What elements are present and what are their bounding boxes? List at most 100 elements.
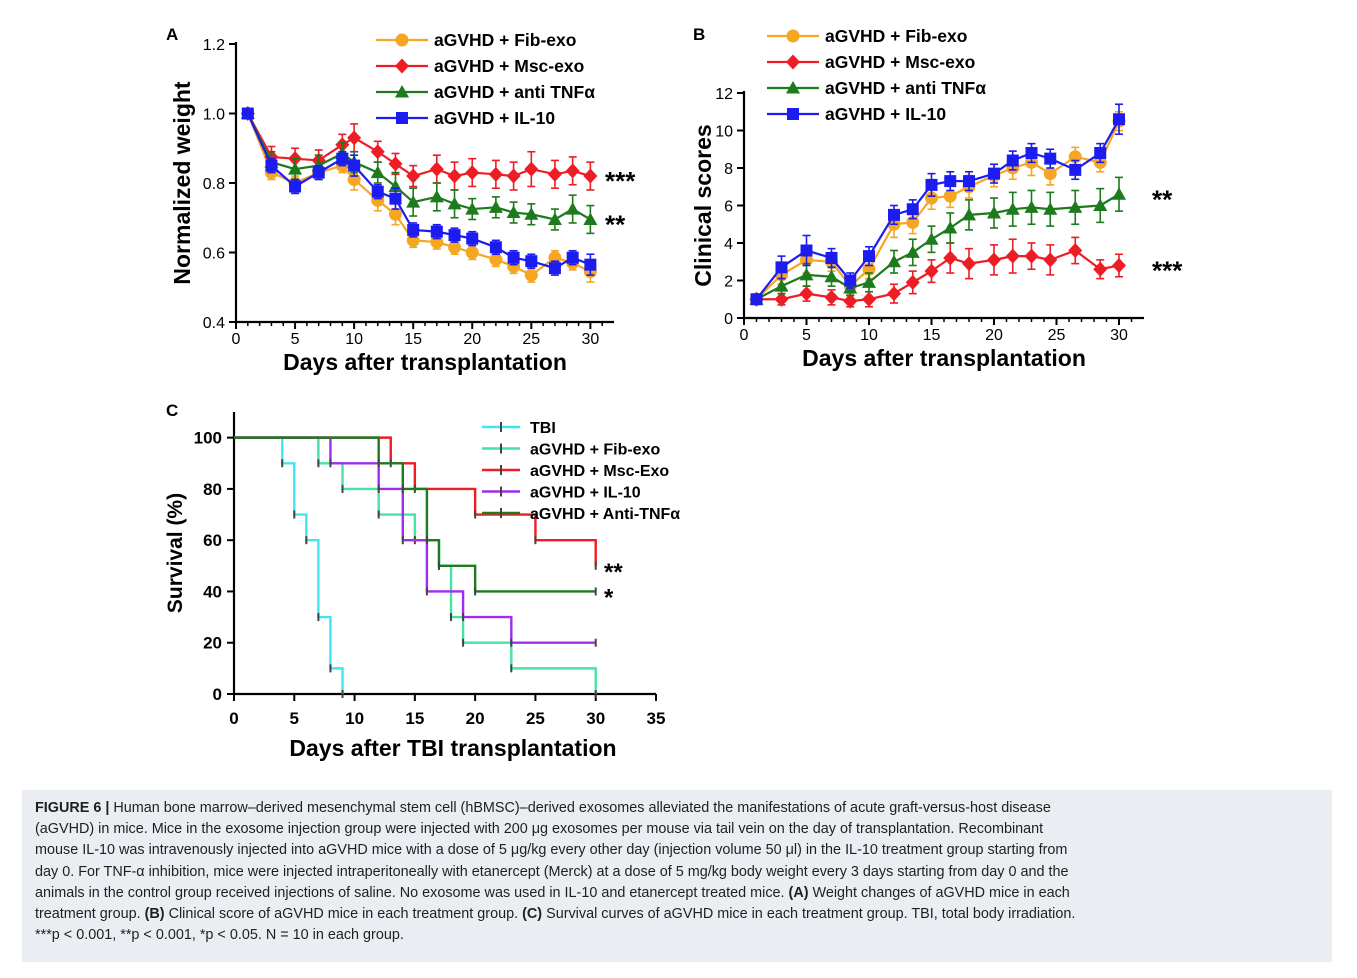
panel-a-x-tick-label: 30 — [581, 331, 599, 348]
panel-a-legend-marker — [396, 112, 408, 124]
panel-b-data-point — [1068, 243, 1083, 258]
panel-b-data-point — [987, 252, 1001, 268]
panel-a-legend-label-2: aGVHD + anti TNFα — [434, 82, 595, 102]
panel-b-x-tick-label: 30 — [1110, 327, 1128, 344]
caption-line-7: ***p < 0.001, **p < 0.001, *p < 0.05. N … — [35, 927, 404, 944]
panel-b-data-point — [925, 178, 938, 191]
panel-c-x-tick-label: 10 — [345, 709, 364, 728]
panel-b-y-tick-label: 0 — [724, 311, 733, 328]
panel-c-x-tick-label: 20 — [466, 709, 485, 728]
panel-b-data-point — [1006, 154, 1019, 167]
panel-a-significance-1: ** — [605, 209, 626, 239]
panel-b-data-point — [1044, 152, 1057, 165]
panel-a-x-tick-label: 20 — [463, 331, 481, 348]
panel-a-data-point — [336, 152, 349, 165]
panel-b-data-point — [925, 191, 938, 205]
panel-b-data-point — [844, 274, 857, 287]
panel-a-legend-marker — [395, 85, 409, 98]
figure-caption: FIGURE 6 | Human bone marrow–derived mes… — [22, 790, 1332, 962]
caption-figure-label: FIGURE 6 | — [35, 800, 110, 816]
panel-b-data-point — [963, 175, 975, 188]
panel-a-data-point — [584, 258, 597, 271]
caption-a-text: Weight changes of aGVHD mice in each — [808, 884, 1070, 901]
panel-b-data-point — [924, 263, 939, 279]
panel-b-legend-label-1: aGVHD + Msc-exo — [825, 52, 975, 72]
panel-b-data-point — [1068, 200, 1083, 213]
panel-b-data-point — [962, 256, 976, 272]
panel-a-data-point — [312, 166, 325, 179]
panel-b-legend-marker — [787, 108, 799, 120]
panel-c-survival-curve-0 — [234, 436, 344, 694]
panel-a-data-point — [583, 212, 598, 225]
panel-c-x-tick-label: 15 — [405, 709, 424, 728]
panel-a-data-point — [348, 159, 361, 172]
panel-b-y-tick-label: 4 — [724, 236, 733, 253]
panel-b-data-point — [799, 267, 814, 281]
panel-b-data-point — [887, 286, 901, 302]
panel-a-data-point — [429, 189, 444, 203]
panel-c-survival-curve-4 — [234, 436, 596, 593]
panel-a-x-tick-label: 0 — [232, 331, 241, 348]
panel-a-data-point — [289, 180, 302, 193]
panel-c-survival-curve-3 — [234, 436, 596, 644]
panel-a-data-point — [583, 168, 598, 184]
panel-a-data-point — [429, 161, 444, 177]
panel-b-x-tick-label: 20 — [985, 327, 1003, 344]
panel-b-data-point — [962, 207, 976, 221]
panel-a-x-axis-label: Days after transplantation — [283, 349, 567, 375]
panel-c-y-tick-label: 80 — [203, 480, 222, 499]
panel-b-data-point — [824, 269, 839, 283]
panel-a-y-tick-label: 1.0 — [203, 107, 225, 124]
panel-c-y-axis-label: Survival (%) — [164, 493, 187, 613]
panel-a-data-point — [370, 144, 385, 160]
panel-a-legend-label-3: aGVHD + IL-10 — [434, 108, 555, 128]
panel-a-series-line-2 — [246, 113, 591, 221]
panel-a-data-point — [448, 229, 461, 242]
panel-c-x-tick-label: 30 — [586, 709, 605, 728]
panel-c-x-tick-label: 5 — [290, 709, 299, 728]
panel-a-x-tick-label: 25 — [522, 331, 540, 348]
panel-a-y-tick-label: 0.6 — [203, 246, 225, 263]
panel-b-data-point — [1043, 167, 1057, 181]
panel-b-data-point — [987, 206, 1001, 219]
panel-a-data-point — [447, 196, 462, 210]
panel-label-b: B — [693, 25, 705, 44]
panel-b-data-point — [1113, 113, 1125, 126]
panel-c-y-tick-label: 20 — [203, 634, 222, 653]
panel-b-data-point — [887, 254, 901, 268]
panel-b-data-point — [1005, 202, 1020, 215]
panel-b-data-point — [1043, 202, 1058, 215]
panel-b-y-tick-label: 6 — [724, 199, 733, 216]
panel-a-data-point — [489, 252, 503, 266]
panel-a-data-point — [406, 195, 421, 208]
panel-a-legend-label-0: aGVHD + Fib-exo — [434, 30, 576, 50]
panel-b-data-point — [943, 189, 957, 203]
panel-b-data-point — [774, 291, 789, 307]
panel-a-data-point — [465, 165, 480, 181]
panel-b-data-point — [843, 293, 858, 309]
panel-a-x-tick-label: 10 — [345, 331, 363, 348]
panel-c-legend-label-2: aGVHD + Msc-Exo — [530, 463, 669, 480]
panel-c-x-tick-label: 35 — [647, 709, 666, 728]
panel-b-data-point — [1112, 187, 1126, 200]
panel-a-x-tick-label: 15 — [404, 331, 422, 348]
panel-a-data-point — [347, 130, 362, 146]
panel-b-legend-label-2: aGVHD + anti TNFα — [825, 78, 986, 98]
panel-b-series-line-0 — [755, 120, 1121, 301]
panel-b-data-point — [800, 244, 813, 257]
panel-a-data-point — [488, 166, 503, 182]
caption-line-6: treatment group. — [35, 906, 145, 923]
panel-a-data-point — [288, 162, 303, 175]
panel-a-data-point — [525, 255, 538, 268]
panel-b-data-point — [799, 286, 814, 302]
panel-b-x-tick-label: 0 — [740, 327, 749, 344]
panel-c-significance-1: * — [604, 584, 614, 611]
panel-b-x-axis-label: Days after transplantation — [802, 345, 1086, 371]
panel-a-x-tick-label: 5 — [291, 331, 300, 348]
panel-c-legend-label-3: aGVHD + IL-10 — [530, 485, 641, 502]
panel-a-y-tick-label: 0.4 — [203, 315, 225, 332]
panel-b-data-point — [888, 208, 900, 221]
panel-b-legend-label-3: aGVHD + IL-10 — [825, 104, 946, 124]
panel-b-y-axis-label: Clinical scores — [690, 124, 716, 286]
panel-b-data-point — [988, 167, 1000, 180]
